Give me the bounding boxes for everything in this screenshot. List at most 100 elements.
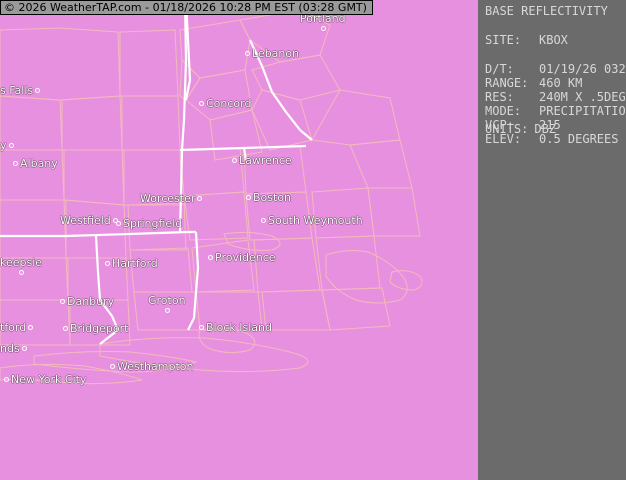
city-marker-boston xyxy=(246,195,251,200)
city-marker-westhampton xyxy=(110,364,115,369)
units-value: DBZ xyxy=(534,122,557,136)
param-key: ELEV: xyxy=(485,132,522,146)
radar-info-panel: BASE REFLECTIVITY SITE: KBOX D/T: 01/19/26… xyxy=(478,0,626,480)
county-border-29 xyxy=(311,187,375,239)
county-border-19 xyxy=(251,54,341,101)
city-label-lebanon: Lebanon xyxy=(252,47,300,60)
city-marker-albany xyxy=(13,161,18,166)
state-border-8 xyxy=(242,147,248,161)
city-marker-keepsie xyxy=(19,270,24,275)
city-marker-block-island xyxy=(199,325,204,330)
county-border-36 xyxy=(349,139,413,189)
county-border-16 xyxy=(209,109,263,161)
state-border-7 xyxy=(187,291,198,331)
state-border-1 xyxy=(179,144,307,152)
city-label-south-weymouth: South Weymouth xyxy=(268,214,363,227)
coastline-3 xyxy=(33,351,198,373)
city-marker-south-weymouth xyxy=(261,218,266,223)
param-value: 460 KM xyxy=(539,76,583,90)
state-border-5 xyxy=(249,39,301,131)
city-label-nds: nds xyxy=(0,342,20,355)
reflectivity-canvas xyxy=(0,0,478,480)
state-border-4 xyxy=(184,1,192,101)
city-marker-nds xyxy=(22,346,27,351)
city-label-springfield: Springfield xyxy=(123,217,183,230)
units-label: UNITS: xyxy=(485,122,529,136)
state-border-6 xyxy=(194,231,200,293)
units-row: UNITS: DBZ xyxy=(485,122,556,136)
county-border-26 xyxy=(129,247,193,293)
coastline-4 xyxy=(0,363,143,385)
state-border-3 xyxy=(94,235,120,345)
city-marker-westfield xyxy=(113,218,118,223)
county-border-3 xyxy=(61,95,123,151)
city-label-new-york-city: New York City xyxy=(11,373,87,386)
county-border-8 xyxy=(0,199,67,259)
param-row-res: RES: 240M X .5DEG xyxy=(485,90,626,104)
param-key: RES: xyxy=(485,90,514,104)
geography-overlay xyxy=(0,0,423,385)
param-row-elev: ELEV: 0.5 DEGREES xyxy=(485,132,618,146)
city-label-bridgeport: Bridgeport xyxy=(70,322,129,335)
param-row-mode: MODE: PRECIPITATION xyxy=(485,104,626,118)
county-border-4 xyxy=(121,95,181,151)
city-label-concord: Concord xyxy=(206,97,252,110)
city-label-worcester: Worcester xyxy=(140,192,196,205)
county-border-32 xyxy=(261,289,331,331)
city-marker-new-york-city xyxy=(4,377,9,382)
county-border-7 xyxy=(123,149,183,206)
city-label-y: y xyxy=(0,139,7,152)
city-marker-danbury xyxy=(60,299,65,304)
param-key: VCP: xyxy=(485,118,514,132)
county-border-27 xyxy=(191,239,255,293)
city-label-providence: Providence xyxy=(215,251,276,264)
county-border-20 xyxy=(251,89,313,151)
param-row-vcp: VCP: 215 xyxy=(485,118,561,132)
city-label-hartford: Hartford xyxy=(112,257,158,270)
param-value: 01/19/26 0328Z xyxy=(539,62,626,76)
county-border-13 xyxy=(69,299,131,346)
city-label-keepsie: keepsie xyxy=(0,256,43,269)
state-border-9 xyxy=(299,129,313,141)
coastline-6 xyxy=(389,270,423,291)
state-border-0 xyxy=(178,0,188,233)
city-marker-worcester xyxy=(197,196,202,201)
county-border-23 xyxy=(183,191,249,241)
city-label-lawrence: Lawrence xyxy=(239,154,292,167)
city-marker-portland xyxy=(321,26,326,31)
param-row-range: RANGE: 460 KM xyxy=(485,76,582,90)
param-value: PRECIPITATION xyxy=(539,104,626,118)
county-border-21 xyxy=(179,147,245,197)
city-label-albany: Albany xyxy=(20,157,58,170)
county-border-35 xyxy=(311,89,401,146)
param-row-dt: D/T: 01/19/26 0328Z xyxy=(485,62,626,76)
site-label: SITE: xyxy=(485,33,522,47)
param-key: MODE: xyxy=(485,104,522,118)
city-marker-hartford xyxy=(105,261,110,266)
city-label-boston: Boston xyxy=(253,191,292,204)
county-border-1 xyxy=(119,29,179,97)
county-border-2 xyxy=(0,95,63,151)
param-key: RANGE: xyxy=(485,76,529,90)
city-label-westfield: Westfield xyxy=(60,214,111,227)
coastline-2 xyxy=(99,337,309,373)
state-border-2 xyxy=(0,230,196,238)
coastline-5 xyxy=(223,231,281,251)
product-title: BASE REFLECTIVITY xyxy=(485,4,608,18)
city-label-tford: tford xyxy=(0,321,27,334)
city-label-portland: Portland xyxy=(300,12,346,25)
city-label-block-island: Block Island xyxy=(206,321,272,334)
county-border-28 xyxy=(253,237,321,293)
copyright-banner: © 2026 WeatherTAP.com - 01/18/2026 10:28… xyxy=(0,0,373,15)
city-marker-springfield xyxy=(116,221,121,226)
param-value: 240M X .5DEG xyxy=(539,90,626,104)
county-border-6 xyxy=(63,149,125,206)
site-row: SITE: KBOX xyxy=(485,33,568,47)
radar-map-view[interactable]: Lebanon Portland Concord s Falls Albany y Lawr… xyxy=(0,0,478,480)
coastline-1 xyxy=(198,327,256,354)
city-label-westhampton: Westhampton xyxy=(117,360,194,373)
city-marker-bridgeport xyxy=(63,326,68,331)
city-marker-lawrence xyxy=(232,158,237,163)
county-border-34 xyxy=(321,287,391,331)
